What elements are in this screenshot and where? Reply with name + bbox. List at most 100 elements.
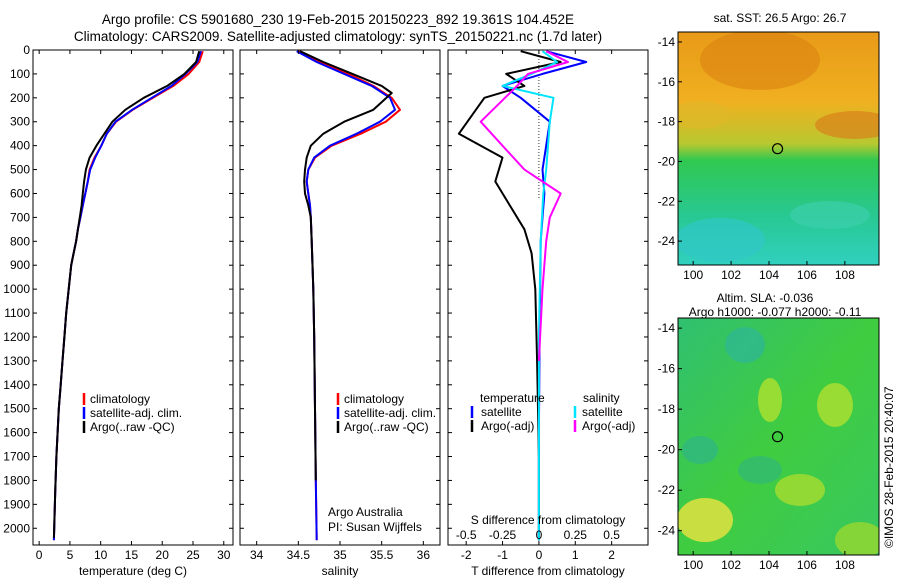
argo-position-marker: [771, 143, 784, 155]
sst-map-frame: [677, 31, 880, 266]
y-tick-label: 2000: [3, 521, 30, 535]
map-y-tick-label: -24: [658, 524, 676, 538]
legend-label-climatology: climatology: [90, 392, 150, 406]
x-tick-label: -1: [497, 548, 508, 562]
map-x-tick-label: 102: [721, 268, 741, 282]
header-line2: Climatology: CARS2009. Satellite-adjuste…: [74, 29, 602, 44]
map-y-tick-label: -18: [658, 115, 676, 129]
y-tick-label: 1200: [3, 330, 30, 344]
x-tick-label: 2: [608, 548, 615, 562]
y-tick-label: 1400: [3, 378, 30, 392]
y-tick-label: 0: [23, 43, 30, 57]
sst-map-panel: sat. SST: 26.5 Argo: 26.7: [658, 11, 880, 282]
temperature-panel: 0 5 10 15 20 25 300100200300400500600700800900…: [3, 43, 234, 578]
s-diff-tick-label: 0: [536, 528, 543, 542]
y-tick-label: 1000: [3, 282, 30, 296]
map-x-tick-label: 104: [759, 558, 779, 572]
series-line-argo-raw-qc-: [52, 50, 201, 538]
x-tick-label: 0: [536, 548, 543, 562]
y-tick-label: 400: [10, 139, 30, 153]
header-line1: Argo profile: CS 5901680_230 19-Feb-2015…: [102, 12, 574, 27]
y-tick-label: 1100: [4, 306, 30, 320]
map-y-tick-label: -16: [658, 75, 676, 89]
sla-map-title-line2: Argo h1000: -0.077 h2000: -0.11: [689, 305, 862, 319]
legend-label-temp-satellite: satellite: [481, 405, 522, 419]
legend-title-salinity: salinity: [583, 391, 620, 405]
x-tick-label: -2: [461, 548, 472, 562]
sla-map-image: [678, 318, 879, 555]
t-difference-label: T difference from climatology: [471, 564, 625, 578]
salinity-panel: 34 34.5 35 35.5 36 climatology satellite-adj…: [239, 49, 441, 578]
temperature-legend: climatology satellite-adj. clim. Argo(..…: [82, 392, 182, 434]
y-tick-label: 1700: [3, 450, 30, 464]
sst-map-title: sat. SST: 26.5 Argo: 26.7: [714, 11, 847, 25]
sla-map-title-line1: Altim. SLA: -0.036: [717, 291, 814, 305]
x-tick-label: 15: [125, 548, 139, 562]
map-x-tick-label: 106: [797, 268, 817, 282]
map-x-tick-label: 100: [683, 268, 703, 282]
map-y-tick-label: -18: [658, 402, 676, 416]
difference-legend: temperature salinity satellite Argo(-adj…: [470, 391, 635, 433]
salinity-plot-area: [239, 49, 441, 546]
x-tick-label: 35: [333, 548, 347, 562]
y-tick-label: 600: [10, 186, 30, 200]
salinity-annotation-line1: Argo Australia: [328, 505, 403, 519]
map-y-tick-label: -24: [658, 234, 676, 248]
map-x-tick-label: 108: [835, 558, 855, 572]
legend-label-satellite: satellite-adj. clim.: [90, 406, 182, 420]
x-tick-label: 35.5: [370, 548, 394, 562]
s-difference-label: S difference from climatology: [471, 513, 626, 527]
sst-map-image: [678, 32, 879, 265]
legend-label-argo: Argo(..raw -QC): [90, 420, 175, 434]
map-x-tick-label: 106: [797, 558, 817, 572]
sla-map-frame: [677, 317, 880, 556]
sla-map-panel: Altim. SLA: -0.036 Argo h1000: -0.077 h2…: [658, 291, 880, 572]
x-tick-label: 0: [36, 548, 43, 562]
map-y-tick-label: -16: [658, 362, 676, 376]
x-tick-label: 1: [572, 548, 579, 562]
y-tick-label: 700: [10, 210, 30, 224]
temperature-plot-area: [32, 49, 234, 546]
x-tick-label: 34: [250, 548, 264, 562]
y-tick-label: 1300: [3, 354, 30, 368]
difference-panel: -2 -1 0 1 2 -0.5 -0.25 0 0.25 0.5 temperature sal…: [447, 49, 649, 578]
map-y-tick-label: -20: [658, 443, 676, 457]
map-y-tick-label: -22: [658, 194, 676, 208]
map-x-tick-label: 102: [721, 558, 741, 572]
map-y-tick-label: -20: [658, 154, 676, 168]
x-tick-label: 34.5: [287, 548, 311, 562]
legend-label-sal-satellite: satellite: [582, 405, 623, 419]
map-y-tick-label: -14: [658, 321, 676, 335]
map-y-tick-label: -22: [658, 483, 676, 497]
x-tick-label: 5: [67, 548, 74, 562]
map-y-tick-label: -14: [658, 35, 676, 49]
map-x-tick-label: 104: [759, 268, 779, 282]
legend-label-sal-argo: Argo(-adj): [582, 419, 635, 433]
temperature-xlabel: temperature (deg C): [79, 564, 187, 578]
y-tick-label: 1900: [3, 497, 30, 511]
y-tick-label: 1500: [3, 402, 30, 416]
y-tick-label: 1600: [3, 426, 30, 440]
y-tick-label: 300: [10, 115, 30, 129]
series-line-salinity-argo-adj-: [479, 50, 569, 361]
s-diff-tick-label: 0.5: [603, 528, 620, 542]
x-tick-label: 25: [186, 548, 200, 562]
x-tick-label: 36: [417, 548, 431, 562]
salinity-legend: climatology satellite-adj. clim. Argo(..…: [336, 392, 436, 434]
salinity-xlabel: salinity: [322, 564, 359, 578]
x-tick-label: 20: [156, 548, 170, 562]
y-tick-label: 800: [10, 234, 30, 248]
map-x-tick-label: 100: [683, 558, 703, 572]
series-line-temperature-argo-adj-: [457, 50, 562, 541]
s-diff-tick-label: -0.5: [456, 528, 477, 542]
y-tick-label: 500: [10, 163, 30, 177]
legend-title-temperature: temperature: [480, 391, 545, 405]
series-line-argo-raw-qc-: [299, 50, 393, 481]
argo-position-marker: [771, 431, 784, 443]
y-tick-label: 200: [10, 91, 30, 105]
y-tick-label: 900: [10, 258, 30, 272]
legend-label-temp-argo: Argo(-adj): [481, 419, 534, 433]
salinity-annotation-line2: PI: Susan Wijffels: [328, 520, 422, 534]
x-tick-label: 10: [94, 548, 108, 562]
